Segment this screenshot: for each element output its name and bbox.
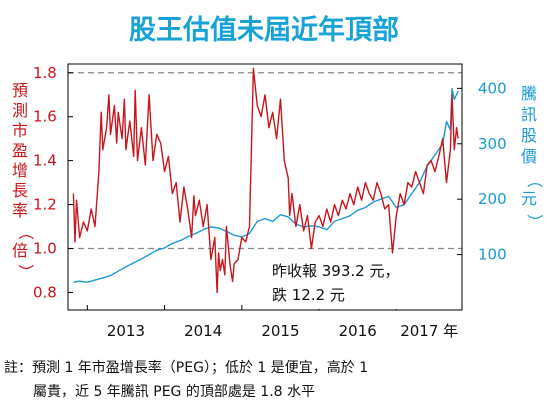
left-tick-label: 1.6 — [33, 108, 57, 126]
left-axis-label-char: 市 — [12, 121, 28, 140]
left-axis-label-char: 長 — [12, 181, 28, 200]
left-tick-label: 1.2 — [33, 196, 57, 214]
left-axis-label-char: 率 — [12, 201, 28, 220]
right-axis-label-char: 訊 — [521, 105, 537, 124]
right-tick-label: 200 — [478, 190, 507, 208]
annotation-line-1: 昨收報 393.2 元， — [272, 262, 399, 280]
left-axis-label-char: （ — [16, 224, 35, 240]
left-axis-label-char: 預 — [12, 81, 28, 100]
plot-frame — [67, 63, 463, 311]
x-tick-label: 2016 — [339, 322, 377, 340]
chart-title: 股王估值未屆近年頂部 — [129, 14, 399, 46]
peg-series-line — [72, 67, 459, 294]
right-axis-label-char: 價 — [521, 147, 537, 166]
right-axis-label: 騰 訊 股 價 （ 元 ） — [521, 84, 544, 230]
annotation-box — [264, 255, 444, 309]
x-tick-label: 2015 — [261, 322, 299, 340]
footnote-line-1: 註：預測 1 年市盈增長率（PEG）；低於 1 是便宜，高於 1 — [4, 359, 368, 376]
series-lines — [72, 67, 459, 294]
price-series-line — [73, 87, 459, 283]
reference-lines — [68, 72, 462, 250]
left-tick-label: 1.4 — [33, 152, 57, 170]
x-tick-label: 2017 年 — [400, 322, 458, 340]
left-tick-label: 0.8 — [33, 283, 57, 301]
right-axis-label-char: ） — [525, 214, 544, 230]
x-tick-label: 2013 — [107, 322, 145, 340]
right-axis-label-char: 元 — [521, 189, 537, 208]
left-axis-label: 預 測 市 盈 增 長 率 （ 倍 ） — [12, 81, 35, 280]
left-tick-label: 1.8 — [33, 64, 57, 82]
right-tick-label: 300 — [478, 135, 507, 153]
left-axis-label-char: 增 — [12, 161, 28, 180]
footnote-line-2: 屬貴，近 5 年騰訊 PEG 的頂部處是 1.8 水平 — [33, 383, 315, 400]
right-axis-ticks: 100 200 300 400 — [457, 79, 507, 264]
right-axis-label-char: 騰 — [521, 84, 537, 103]
right-axis-label-char: 股 — [521, 126, 537, 145]
x-tick-label: 2014 — [184, 322, 222, 340]
right-tick-label: 100 — [478, 246, 507, 264]
right-tick-label: 400 — [478, 79, 507, 97]
left-axis-label-char: 測 — [12, 101, 28, 120]
left-axis-label-char: 倍 — [12, 241, 28, 260]
annotation-line-2: 跌 12.2 元 — [272, 286, 345, 304]
left-tick-label: 1.0 — [33, 240, 57, 258]
left-axis-ticks: 0.8 1.0 1.2 1.4 1.6 1.8 — [33, 64, 73, 301]
x-axis-ticks: 2013 2014 2015 2016 2017 年 — [86, 305, 458, 340]
left-axis-label-char: 盈 — [12, 141, 28, 160]
right-axis-label-char: （ — [525, 172, 544, 188]
left-axis-label-char: ） — [16, 264, 35, 280]
